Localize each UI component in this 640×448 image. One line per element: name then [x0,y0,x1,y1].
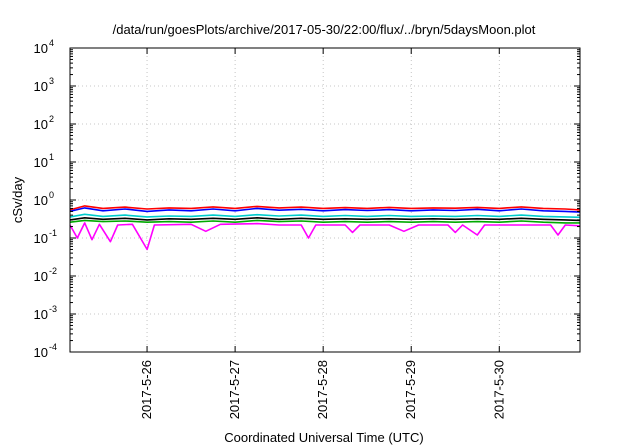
grid [70,48,580,352]
y-tick: 10 -1 [34,201,580,246]
y-tick-label: 10 [34,269,48,284]
x-tick: 2017-5-27 [227,48,242,419]
x-tick: 2017-5-28 [315,48,330,419]
y-tick-exponent: 2 [49,114,54,124]
series-line-6 [69,222,581,251]
y-tick-exponent: -1 [49,228,57,238]
chart-title: /data/run/goesPlots/archive/2017-05-30/2… [113,22,536,37]
y-tick-label: 10 [34,41,48,56]
series-group [69,205,581,251]
y-tick: 10 -4 [34,315,580,360]
y-tick: 10 0 [34,163,580,208]
y-tick-exponent: -4 [49,342,57,352]
y-tick: 10 3 [34,49,580,94]
y-tick: 10 -2 [34,239,580,284]
series-line-2 [69,207,581,213]
x-tick-label: 2017-5-26 [139,360,154,419]
x-axis-ticks: 2017-5-26 2017-5-27 2017-5-28 2017-5-29 2017… [139,48,506,419]
y-tick-label: 10 [34,307,48,322]
series-line-4 [69,217,581,222]
x-tick-label: 2017-5-27 [227,360,242,419]
y-tick-exponent: -3 [49,304,57,314]
x-tick: 2017-5-30 [491,48,506,419]
y-tick-exponent: -2 [49,266,57,276]
y-tick: 10 -3 [34,277,580,322]
y-tick-label: 10 [34,79,48,94]
x-tick: 2017-5-29 [403,48,418,419]
y-tick-exponent: 1 [49,152,54,162]
y-tick-exponent: 4 [49,38,54,48]
x-tick-label: 2017-5-28 [315,360,330,419]
y-tick-label: 10 [34,231,48,246]
x-tick-label: 2017-5-29 [403,360,418,419]
y-tick: 10 1 [34,125,580,170]
y-tick-label: 10 [34,117,48,132]
y-axis-label: cSv/day [10,176,25,223]
x-axis-label: Coordinated Universal Time (UTC) [224,430,423,445]
y-tick-label: 10 [34,193,48,208]
y-tick: 10 4 [34,38,580,56]
series-line-3 [69,213,581,219]
x-tick: 2017-5-26 [139,48,154,419]
series-line-1 [69,205,581,211]
y-tick-exponent: 0 [49,190,54,200]
x-tick-label: 2017-5-30 [491,360,506,419]
y-tick-label: 10 [34,345,48,360]
y-tick-exponent: 3 [49,76,54,86]
series-line-5 [69,219,580,224]
y-tick: 10 2 [34,87,580,132]
y-tick-label: 10 [34,155,48,170]
